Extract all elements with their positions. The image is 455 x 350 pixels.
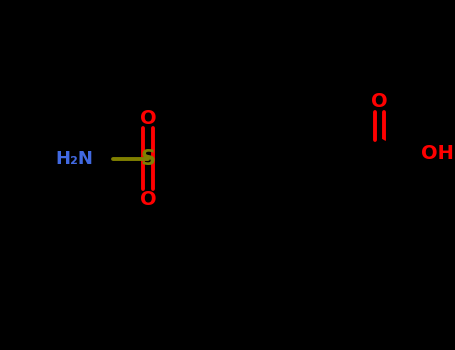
Text: O: O [140, 109, 156, 128]
Text: O: O [371, 92, 388, 111]
Text: H₂N: H₂N [56, 150, 93, 168]
Text: S: S [141, 149, 155, 169]
Text: OH: OH [421, 144, 454, 163]
Text: O: O [140, 190, 156, 209]
